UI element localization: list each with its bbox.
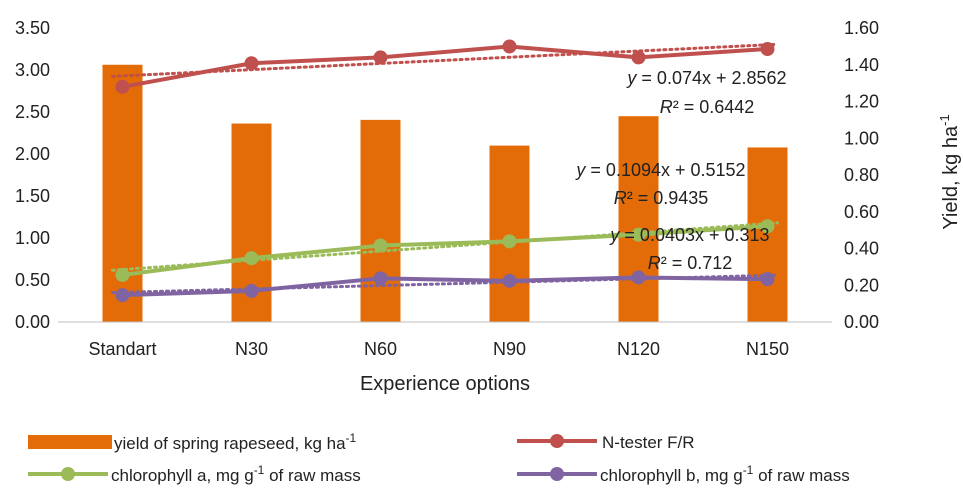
series-line-ntester bbox=[122, 44, 768, 89]
legend-marker-chlorophyll-b bbox=[550, 467, 564, 481]
y-right-tick-label: 0.00 bbox=[844, 312, 879, 332]
svg-text:y = 0.0403x + 0.313: y = 0.0403x + 0.313 bbox=[608, 225, 769, 245]
y-right-tick-label: 1.20 bbox=[844, 92, 879, 112]
bar-yield-n150 bbox=[747, 147, 788, 322]
bar-yield-n120 bbox=[618, 116, 659, 322]
legend-item-chlorophyll-b: chlorophyll b, mg g-1 of raw mass bbox=[517, 463, 850, 485]
svg-text:R² = 0.712: R² = 0.712 bbox=[648, 253, 733, 273]
y-left-tick-label: 0.00 bbox=[15, 312, 50, 332]
trendline-label-chlorophyll-a: y = 0.1094x + 0.5152 R² = 0.9435 bbox=[574, 160, 745, 208]
y-right-tick-label: 1.60 bbox=[844, 18, 879, 38]
point-chlorophyll-a-n60 bbox=[373, 238, 388, 253]
y-left-tick-label: 2.50 bbox=[15, 102, 50, 122]
svg-text:chlorophyll b, mg g-1 of raw m: chlorophyll b, mg g-1 of raw mass bbox=[600, 463, 850, 485]
y-right-axis-title-sup: -1 bbox=[937, 114, 952, 126]
x-tick-label: N150 bbox=[746, 339, 789, 359]
svg-text:R² = 0.6442: R² = 0.6442 bbox=[660, 97, 755, 117]
y-left-tick-label: 1.50 bbox=[15, 186, 50, 206]
point-ntester-n60 bbox=[373, 50, 388, 65]
bar-yield-n90 bbox=[489, 145, 530, 322]
trendline-label-ntester: y = 0.074x + 2.8562 R² = 0.6442 bbox=[625, 68, 786, 117]
point-chlorophyll-b-standart bbox=[115, 288, 130, 303]
svg-text:yield of spring rapeseed, kg h: yield of spring rapeseed, kg ha-1 bbox=[114, 431, 357, 453]
x-tick-label: N90 bbox=[493, 339, 526, 359]
point-chlorophyll-b-n90 bbox=[502, 273, 517, 288]
legend-swatch-yield bbox=[28, 435, 112, 449]
x-tick-label: Standart bbox=[88, 339, 156, 359]
x-tick-label: N30 bbox=[235, 339, 268, 359]
point-chlorophyll-a-n150 bbox=[760, 219, 775, 234]
legend: yield of spring rapeseed, kg ha-1 N-test… bbox=[28, 431, 850, 485]
bar-yield-standart bbox=[102, 64, 143, 322]
point-chlorophyll-b-n150 bbox=[760, 272, 775, 287]
y-left-tick-label: 0.50 bbox=[15, 270, 50, 290]
x-tick-labels: Standart N30 N60 N90 N120 N150 bbox=[88, 339, 789, 359]
legend-item-ntester: N-tester F/R bbox=[517, 433, 695, 452]
y-right-tick-label: 1.00 bbox=[844, 128, 879, 148]
point-chlorophyll-b-n60 bbox=[373, 271, 388, 286]
y-right-axis-title-text: Yield, kg ha bbox=[940, 125, 962, 230]
bars-layer bbox=[102, 64, 788, 322]
legend-item-yield: yield of spring rapeseed, kg ha-1 bbox=[28, 431, 357, 453]
y-right-tick-label: 1.40 bbox=[844, 55, 879, 75]
point-chlorophyll-a-n30 bbox=[244, 251, 259, 266]
point-chlorophyll-a-n120 bbox=[631, 227, 646, 242]
point-ntester-n150 bbox=[760, 42, 775, 56]
x-axis-title: Experience options bbox=[360, 373, 530, 395]
point-ntester-standart bbox=[115, 79, 130, 94]
y-right-tick-label: 0.20 bbox=[844, 275, 879, 295]
series-line-chlorophyll-b bbox=[122, 275, 768, 298]
y-right-tick-label: 0.80 bbox=[844, 165, 879, 185]
y-left-tick-label: 3.00 bbox=[15, 60, 50, 80]
legend-marker-ntester bbox=[550, 434, 564, 448]
trendline-0 bbox=[111, 42, 779, 78]
svg-text:chlorophyll a, mg g-1 of raw m: chlorophyll a, mg g-1 of raw mass bbox=[111, 463, 361, 485]
svg-text:R² = 0.9435: R² = 0.9435 bbox=[614, 188, 709, 208]
bar-yield-n60 bbox=[360, 119, 401, 322]
trendline-label-chlorophyll-b: y = 0.0403x + 0.313 R² = 0.712 bbox=[608, 225, 769, 273]
point-chlorophyll-b-n120 bbox=[631, 270, 646, 285]
svg-text:y = 0.074x + 2.8562: y = 0.074x + 2.8562 bbox=[625, 68, 786, 88]
y-right-tick-label: 0.60 bbox=[844, 202, 879, 222]
x-tick-label: N60 bbox=[364, 339, 397, 359]
point-chlorophyll-a-n90 bbox=[502, 234, 517, 249]
point-ntester-n120 bbox=[631, 50, 646, 65]
point-ntester-n30 bbox=[244, 56, 259, 71]
x-tick-label: N120 bbox=[617, 339, 660, 359]
svg-text:y = 0.1094x + 0.5152: y = 0.1094x + 0.5152 bbox=[574, 160, 745, 180]
series-lines-layer bbox=[115, 39, 775, 303]
y-right-tick-label: 0.40 bbox=[844, 239, 879, 259]
y-left-tick-label: 3.50 bbox=[15, 18, 50, 38]
point-chlorophyll-b-n30 bbox=[244, 283, 259, 298]
svg-text:N-tester F/R: N-tester F/R bbox=[602, 433, 695, 452]
y-left-tick-labels: 0.00 0.50 1.00 1.50 2.00 2.50 3.00 3.50 bbox=[15, 18, 50, 332]
y-left-tick-label: 1.00 bbox=[15, 228, 50, 248]
point-ntester-n90 bbox=[502, 39, 517, 54]
legend-item-chlorophyll-a: chlorophyll a, mg g-1 of raw mass bbox=[28, 463, 361, 485]
y-right-tick-labels: 0.00 0.20 0.40 0.60 0.80 1.00 1.20 1.40 1.60 bbox=[844, 18, 879, 332]
legend-marker-chlorophyll-a bbox=[61, 467, 75, 481]
y-right-axis-title: Yield, kg ha-1 bbox=[937, 114, 962, 229]
y-left-tick-label: 2.00 bbox=[15, 144, 50, 164]
point-chlorophyll-a-standart bbox=[115, 267, 130, 282]
series-line-chlorophyll-a bbox=[122, 224, 768, 277]
